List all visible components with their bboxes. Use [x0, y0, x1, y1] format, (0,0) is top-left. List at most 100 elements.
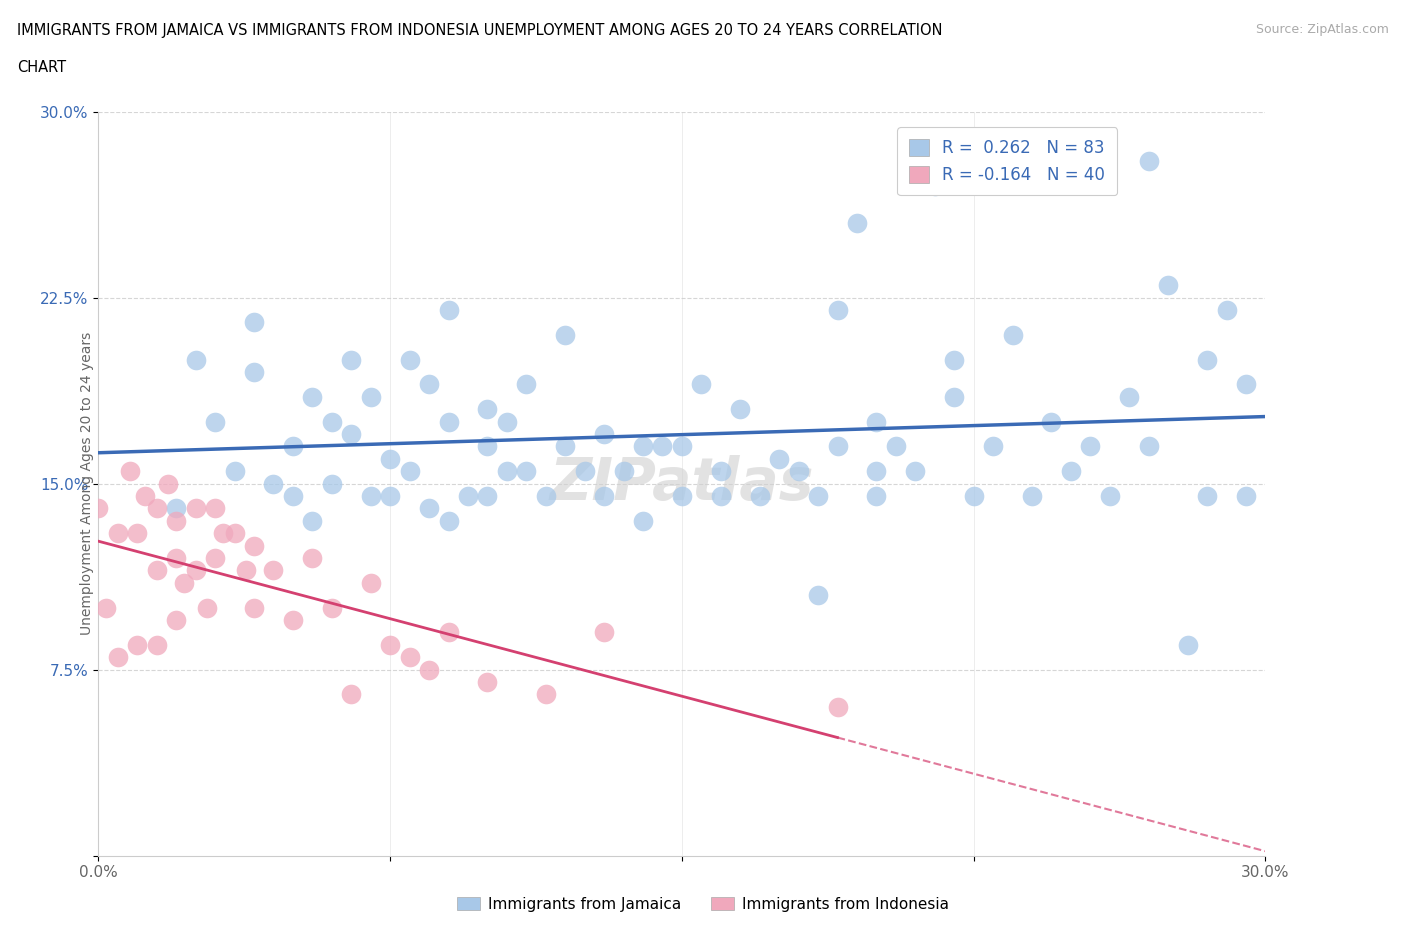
Point [690, 377, 713, 392]
Point [613, 464, 636, 479]
Point [437, 302, 460, 317]
Point [1060, 464, 1083, 479]
Point [301, 513, 323, 528]
Point [157, 476, 180, 491]
Point [1215, 302, 1237, 317]
Point [380, 451, 402, 466]
Point [281, 439, 304, 454]
Point [418, 501, 440, 516]
Text: IMMIGRANTS FROM JAMAICA VS IMMIGRANTS FROM INDONESIA UNEMPLOYMENT AMONG AGES 20 : IMMIGRANTS FROM JAMAICA VS IMMIGRANTS FR… [17, 23, 942, 38]
Point [593, 625, 616, 640]
Point [865, 414, 887, 429]
Point [807, 488, 830, 503]
Point [360, 390, 382, 405]
Point [107, 525, 129, 540]
Text: Source: ZipAtlas.com: Source: ZipAtlas.com [1256, 23, 1389, 36]
Point [437, 625, 460, 640]
Point [1137, 439, 1160, 454]
Point [418, 662, 440, 677]
Point [515, 464, 537, 479]
Point [884, 439, 907, 454]
Point [477, 674, 499, 689]
Point [1080, 439, 1102, 454]
Point [631, 513, 654, 528]
Point [243, 365, 266, 379]
Point [96, 600, 118, 615]
Point [321, 600, 343, 615]
Point [768, 451, 790, 466]
Point [1098, 488, 1121, 503]
Point [981, 439, 1004, 454]
Point [165, 613, 187, 628]
Point [380, 637, 402, 652]
Point [360, 576, 382, 591]
Point [340, 352, 363, 367]
Point [1195, 352, 1218, 367]
Point [593, 427, 616, 442]
Point [710, 488, 733, 503]
Point [224, 464, 246, 479]
Text: CHART: CHART [17, 60, 66, 75]
Point [398, 464, 420, 479]
Point [515, 377, 537, 392]
Point [1118, 390, 1140, 405]
Text: ZIPatlas: ZIPatlas [550, 455, 814, 512]
Point [204, 414, 226, 429]
Point [574, 464, 596, 479]
Point [235, 563, 257, 578]
Point [1137, 153, 1160, 168]
Point [827, 439, 849, 454]
Point [398, 650, 420, 665]
Point [321, 414, 343, 429]
Point [184, 352, 207, 367]
Point [1234, 488, 1257, 503]
Point [127, 525, 149, 540]
Point [787, 464, 810, 479]
Point [204, 551, 226, 565]
Point [496, 414, 519, 429]
Point [301, 551, 323, 565]
Point [437, 414, 460, 429]
Point [243, 538, 266, 553]
Point [865, 488, 887, 503]
Point [340, 427, 363, 442]
Point [107, 650, 129, 665]
Point [865, 464, 887, 479]
Point [554, 327, 576, 342]
Point [360, 488, 382, 503]
Point [127, 637, 149, 652]
Point [87, 501, 110, 516]
Point [184, 563, 207, 578]
Point [195, 600, 218, 615]
Point [904, 464, 927, 479]
Point [671, 439, 693, 454]
Point [710, 464, 733, 479]
Point [146, 501, 169, 516]
Point [1234, 377, 1257, 392]
Point [134, 488, 156, 503]
Point [184, 501, 207, 516]
Point [730, 402, 752, 417]
Point [204, 501, 226, 516]
Point [281, 488, 304, 503]
Point [262, 476, 284, 491]
Point [165, 501, 187, 516]
Point [301, 390, 323, 405]
Point [534, 488, 557, 503]
Point [262, 563, 284, 578]
Point [827, 699, 849, 714]
Point [671, 488, 693, 503]
Point [1021, 488, 1043, 503]
Point [165, 551, 187, 565]
Point [321, 476, 343, 491]
Point [243, 600, 266, 615]
Point [418, 377, 440, 392]
Point [1040, 414, 1063, 429]
Point [846, 216, 869, 231]
Point [212, 525, 235, 540]
Point [943, 390, 966, 405]
Point [651, 439, 673, 454]
Point [1001, 327, 1024, 342]
Point [118, 464, 141, 479]
Point [748, 488, 770, 503]
